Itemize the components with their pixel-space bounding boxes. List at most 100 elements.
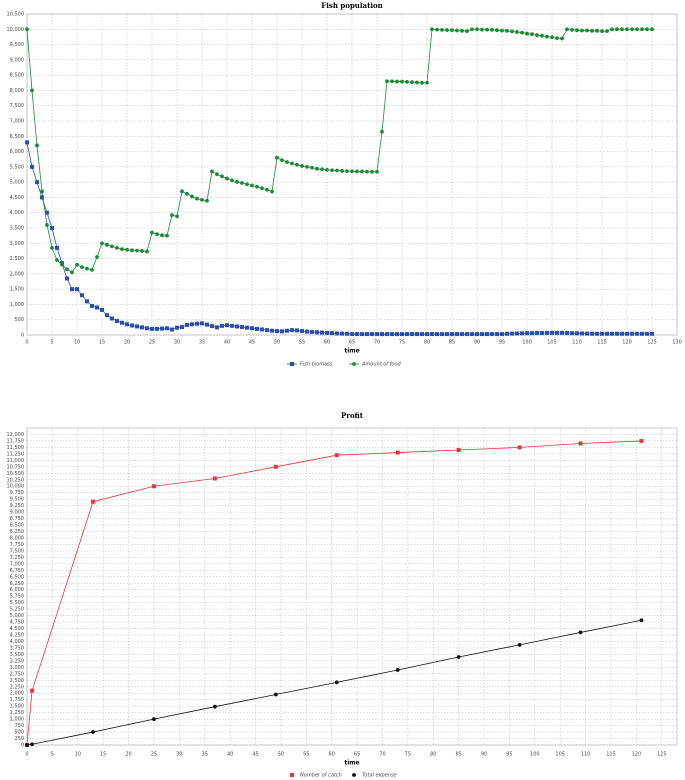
data-point xyxy=(310,329,314,334)
data-point xyxy=(205,198,209,203)
data-point xyxy=(140,325,144,330)
data-point xyxy=(85,299,89,304)
data-point xyxy=(420,332,424,337)
data-point xyxy=(578,630,583,635)
data-point xyxy=(485,27,489,32)
data-point xyxy=(120,320,124,325)
data-point xyxy=(170,327,174,332)
data-point xyxy=(25,27,29,32)
data-point xyxy=(365,169,369,174)
y-tick-label: 0 xyxy=(21,333,24,339)
y-tick-label: 12,000 xyxy=(7,432,25,438)
data-point xyxy=(380,332,384,337)
data-point xyxy=(175,325,179,330)
data-point xyxy=(60,262,64,267)
y-tick-label: 7,750 xyxy=(10,542,24,548)
data-point xyxy=(620,331,624,336)
data-point xyxy=(275,155,279,160)
x-tick-label: 15 xyxy=(99,340,105,346)
data-point xyxy=(235,179,239,184)
data-point xyxy=(152,717,156,722)
data-point xyxy=(165,326,169,331)
data-point xyxy=(185,191,189,196)
plot-area xyxy=(26,427,678,746)
y-tick-label: 250 xyxy=(14,736,24,742)
data-point xyxy=(365,332,369,337)
data-point xyxy=(225,176,229,181)
data-point xyxy=(334,680,339,685)
x-tick-label: 55 xyxy=(299,340,305,346)
x-tick-label: 10 xyxy=(74,340,80,346)
data-point xyxy=(160,233,164,238)
data-point xyxy=(580,331,584,336)
y-tick-label: 2,000 xyxy=(10,691,24,697)
data-point xyxy=(335,331,339,336)
data-point xyxy=(230,178,234,183)
data-point xyxy=(325,330,329,335)
data-point xyxy=(600,29,604,34)
data-point xyxy=(90,303,94,308)
data-point xyxy=(105,313,109,318)
y-tick-label: 1,250 xyxy=(10,710,24,716)
x-tick-label: 105 xyxy=(547,340,557,346)
data-point xyxy=(80,293,84,298)
x-tick-label: 20 xyxy=(125,752,131,758)
data-point xyxy=(95,255,99,259)
data-point xyxy=(120,247,124,251)
y-tick-label: 5,000 xyxy=(10,613,24,619)
data-point xyxy=(260,327,264,332)
data-point xyxy=(220,174,224,179)
y-tick-label: 5,500 xyxy=(10,164,24,170)
data-point xyxy=(195,196,199,201)
x-tick-label: 35 xyxy=(202,752,208,758)
y-tick-label: 4,250 xyxy=(10,633,24,639)
data-point xyxy=(645,331,649,336)
data-point xyxy=(340,331,344,336)
data-point xyxy=(145,249,149,254)
data-point xyxy=(545,34,549,39)
data-point xyxy=(370,169,374,174)
data-point xyxy=(635,331,639,336)
data-point xyxy=(395,79,399,84)
x-tick-label: 85 xyxy=(455,752,461,758)
data-point xyxy=(517,445,522,450)
x-tick-label: 105 xyxy=(555,752,565,758)
data-point xyxy=(578,441,583,446)
data-point xyxy=(480,27,484,32)
data-point xyxy=(35,180,39,185)
legend-label: Total expense xyxy=(362,773,397,779)
x-tick-label: 90 xyxy=(481,752,487,758)
data-point xyxy=(125,322,129,327)
data-point xyxy=(230,323,234,328)
data-point xyxy=(150,230,154,235)
x-tick-label: 25 xyxy=(151,752,157,758)
data-point xyxy=(545,330,549,335)
data-point xyxy=(350,332,354,337)
data-point xyxy=(55,258,59,262)
data-point xyxy=(180,189,184,194)
data-point xyxy=(375,169,379,174)
data-point xyxy=(575,331,579,336)
y-tick-label: 4,750 xyxy=(10,620,24,626)
data-point xyxy=(460,28,464,33)
data-point xyxy=(410,80,414,85)
data-point xyxy=(450,28,454,33)
y-tick-label: 3,000 xyxy=(10,241,24,247)
data-point xyxy=(650,27,654,32)
data-point xyxy=(35,143,39,148)
data-point xyxy=(135,248,139,253)
y-tick-label: 8,000 xyxy=(10,535,24,541)
data-point xyxy=(590,28,594,33)
data-point xyxy=(500,28,504,33)
data-point xyxy=(515,331,519,336)
x-tick-label: 20 xyxy=(124,340,130,346)
data-point xyxy=(315,166,319,171)
x-tick-label: 50 xyxy=(274,340,280,346)
data-point xyxy=(460,332,464,337)
x-tick-label: 45 xyxy=(249,340,255,346)
data-point xyxy=(215,325,219,330)
y-tick-label: 10,750 xyxy=(7,464,25,470)
data-point xyxy=(580,28,584,33)
y-tick-label: 10,000 xyxy=(7,484,25,490)
